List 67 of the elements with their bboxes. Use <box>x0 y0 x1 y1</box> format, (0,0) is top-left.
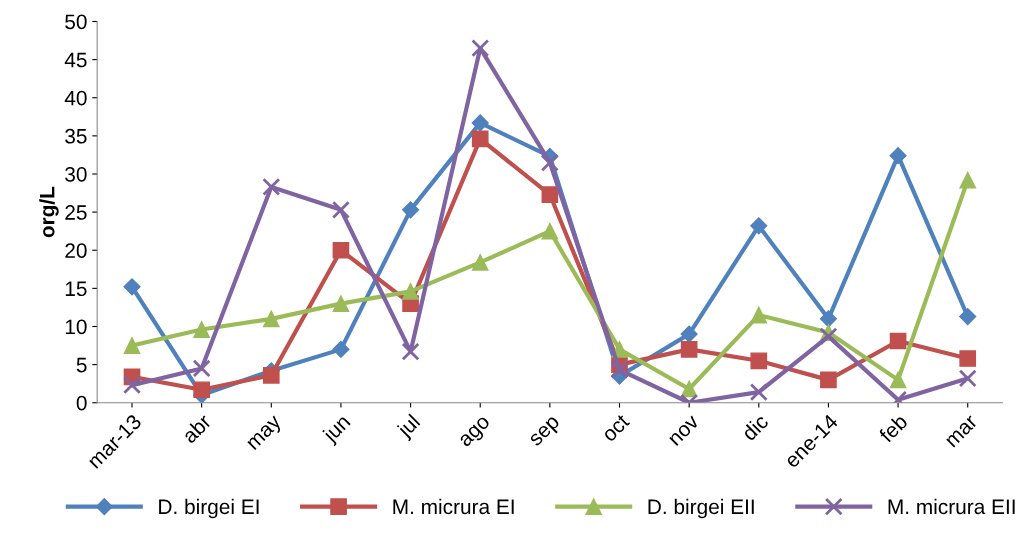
point <box>123 337 141 354</box>
point <box>680 325 698 343</box>
x-tick-label: nov <box>669 415 700 447</box>
point <box>820 371 837 389</box>
point <box>332 295 350 312</box>
point <box>332 340 350 358</box>
x-tick-label: oct <box>601 413 631 443</box>
point <box>123 278 141 296</box>
legend-label: D. birgei EI <box>159 498 259 519</box>
y-tick-label: 25 <box>65 205 87 220</box>
y-tick-label: 50 <box>65 14 87 30</box>
x-tick-label: abr <box>180 412 213 444</box>
y-tick-label: 30 <box>65 166 87 182</box>
x-tick-label: jul <box>395 413 424 442</box>
point <box>889 332 907 350</box>
y-tick-label: 45 <box>64 52 87 68</box>
point <box>401 342 420 361</box>
y-tick-label: 40 <box>64 90 87 106</box>
x-tick-label: jun <box>320 413 354 447</box>
y-tick-label: 20 <box>65 243 87 258</box>
x-tick-label: may <box>247 415 285 454</box>
legend-label: D. birgei EII <box>648 498 754 519</box>
x-tick-label: sep <box>529 415 563 450</box>
point <box>262 366 280 384</box>
y-tick-label: 5 <box>76 357 87 373</box>
point <box>331 200 350 219</box>
point <box>819 327 838 346</box>
y-tick-label: 15 <box>65 281 87 297</box>
point <box>959 308 977 326</box>
point <box>471 39 490 58</box>
point <box>750 217 768 235</box>
point <box>402 201 420 219</box>
point <box>749 383 768 402</box>
point <box>192 359 211 378</box>
x-tick-label: ago <box>459 415 494 451</box>
point <box>750 306 768 324</box>
point <box>193 321 210 338</box>
x-tick-label: mar <box>946 415 979 448</box>
point <box>471 130 489 148</box>
x-tick-label: dic <box>740 412 770 442</box>
legend-label: M. micrura EI <box>393 498 514 515</box>
legend-label: M. micrura EII <box>888 498 1015 515</box>
point <box>541 186 559 203</box>
point <box>122 376 142 395</box>
point <box>402 283 419 300</box>
x-tick-label: feb <box>877 413 909 444</box>
point <box>471 254 489 271</box>
point <box>889 371 907 389</box>
y-tick-label: 35 <box>65 128 87 144</box>
y-axis-title: org/L <box>39 186 59 238</box>
point <box>262 177 281 196</box>
point <box>889 147 907 165</box>
point <box>610 360 629 379</box>
point <box>541 222 559 240</box>
point <box>471 114 489 132</box>
point <box>958 369 977 388</box>
point <box>959 350 977 367</box>
point <box>540 153 559 172</box>
point <box>193 381 210 399</box>
point <box>959 171 977 189</box>
point <box>680 341 698 358</box>
point <box>332 241 350 259</box>
point <box>750 352 768 370</box>
y-tick-label: 0 <box>76 395 87 411</box>
point <box>262 310 280 328</box>
y-tick-label: 10 <box>65 319 87 335</box>
point <box>819 310 837 328</box>
